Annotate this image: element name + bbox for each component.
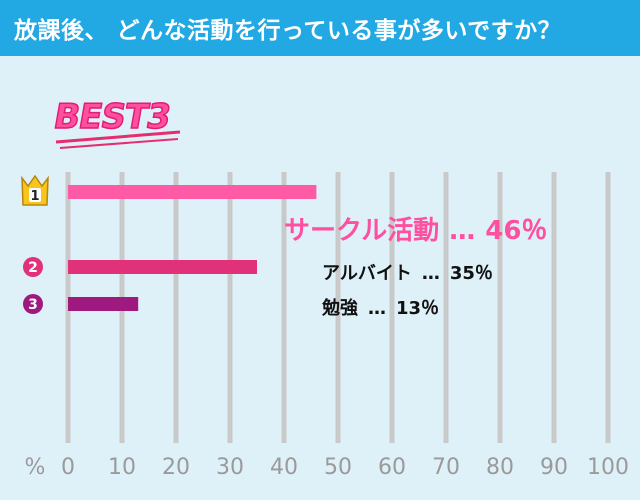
bar-rank2	[68, 260, 257, 274]
header-bar: 放課後、 どんな活動を行っている事が多いですか？	[0, 0, 640, 56]
label-rank1-value: 46％	[485, 216, 548, 246]
label-rank3-name: 勉強	[322, 298, 358, 319]
label-rank1-name: サークル活動	[284, 216, 440, 246]
label-rank3: 勉強 … 13％	[322, 294, 439, 320]
rank2-number: 2	[28, 260, 38, 276]
label-rank2: アルバイト … 35％	[322, 259, 493, 285]
x-axis-ticks: 0 10 20 30 40 50 60 70 80 90 100%	[25, 455, 629, 480]
bar-rank3	[68, 297, 139, 311]
x-tick-label-10: 10	[108, 455, 136, 480]
label-rank2-name: アルバイト	[322, 263, 412, 284]
bars	[68, 185, 317, 311]
rank-markers: 1 2 3	[21, 174, 49, 314]
x-tick-label-20: 20	[162, 455, 190, 480]
rank3-number: 3	[28, 297, 38, 313]
crown-icon: 1	[21, 174, 49, 206]
badge-underline-bottom	[59, 138, 179, 149]
label-rank1: サークル活動 … 46％	[284, 210, 547, 247]
x-tick-label-40: 40	[270, 455, 298, 480]
x-tick-label-80: 80	[486, 455, 514, 480]
x-tick-label-50: 50	[324, 455, 352, 480]
rank1-number: 1	[30, 189, 39, 204]
rank2-circle	[23, 257, 43, 277]
crown-plate	[29, 188, 41, 202]
x-axis-unit: %	[25, 455, 46, 480]
best3-text: BEST3	[51, 97, 173, 137]
x-tick-label-60: 60	[378, 455, 406, 480]
x-tick-label-0: 0	[61, 455, 75, 480]
x-tick-label-30: 30	[216, 455, 244, 480]
badge-underline-top	[55, 130, 181, 144]
x-tick-label-90: 90	[540, 455, 568, 480]
grid-lines	[65, 172, 611, 443]
label-rank1-sep: …	[449, 216, 476, 246]
rank3-circle	[23, 294, 43, 314]
x-tick-label-70: 70	[432, 455, 460, 480]
best3-badge: BEST3	[50, 96, 181, 149]
x-tick-label-100: 100	[587, 455, 629, 480]
page-title: 放課後、 どんな活動を行っている事が多いですか？	[14, 18, 562, 44]
label-rank3-sep: …	[368, 298, 386, 319]
label-rank2-value: 35％	[449, 263, 493, 284]
bar-rank1	[68, 185, 317, 199]
label-rank2-sep: …	[421, 263, 440, 284]
label-rank3-value: 13％	[396, 298, 440, 319]
